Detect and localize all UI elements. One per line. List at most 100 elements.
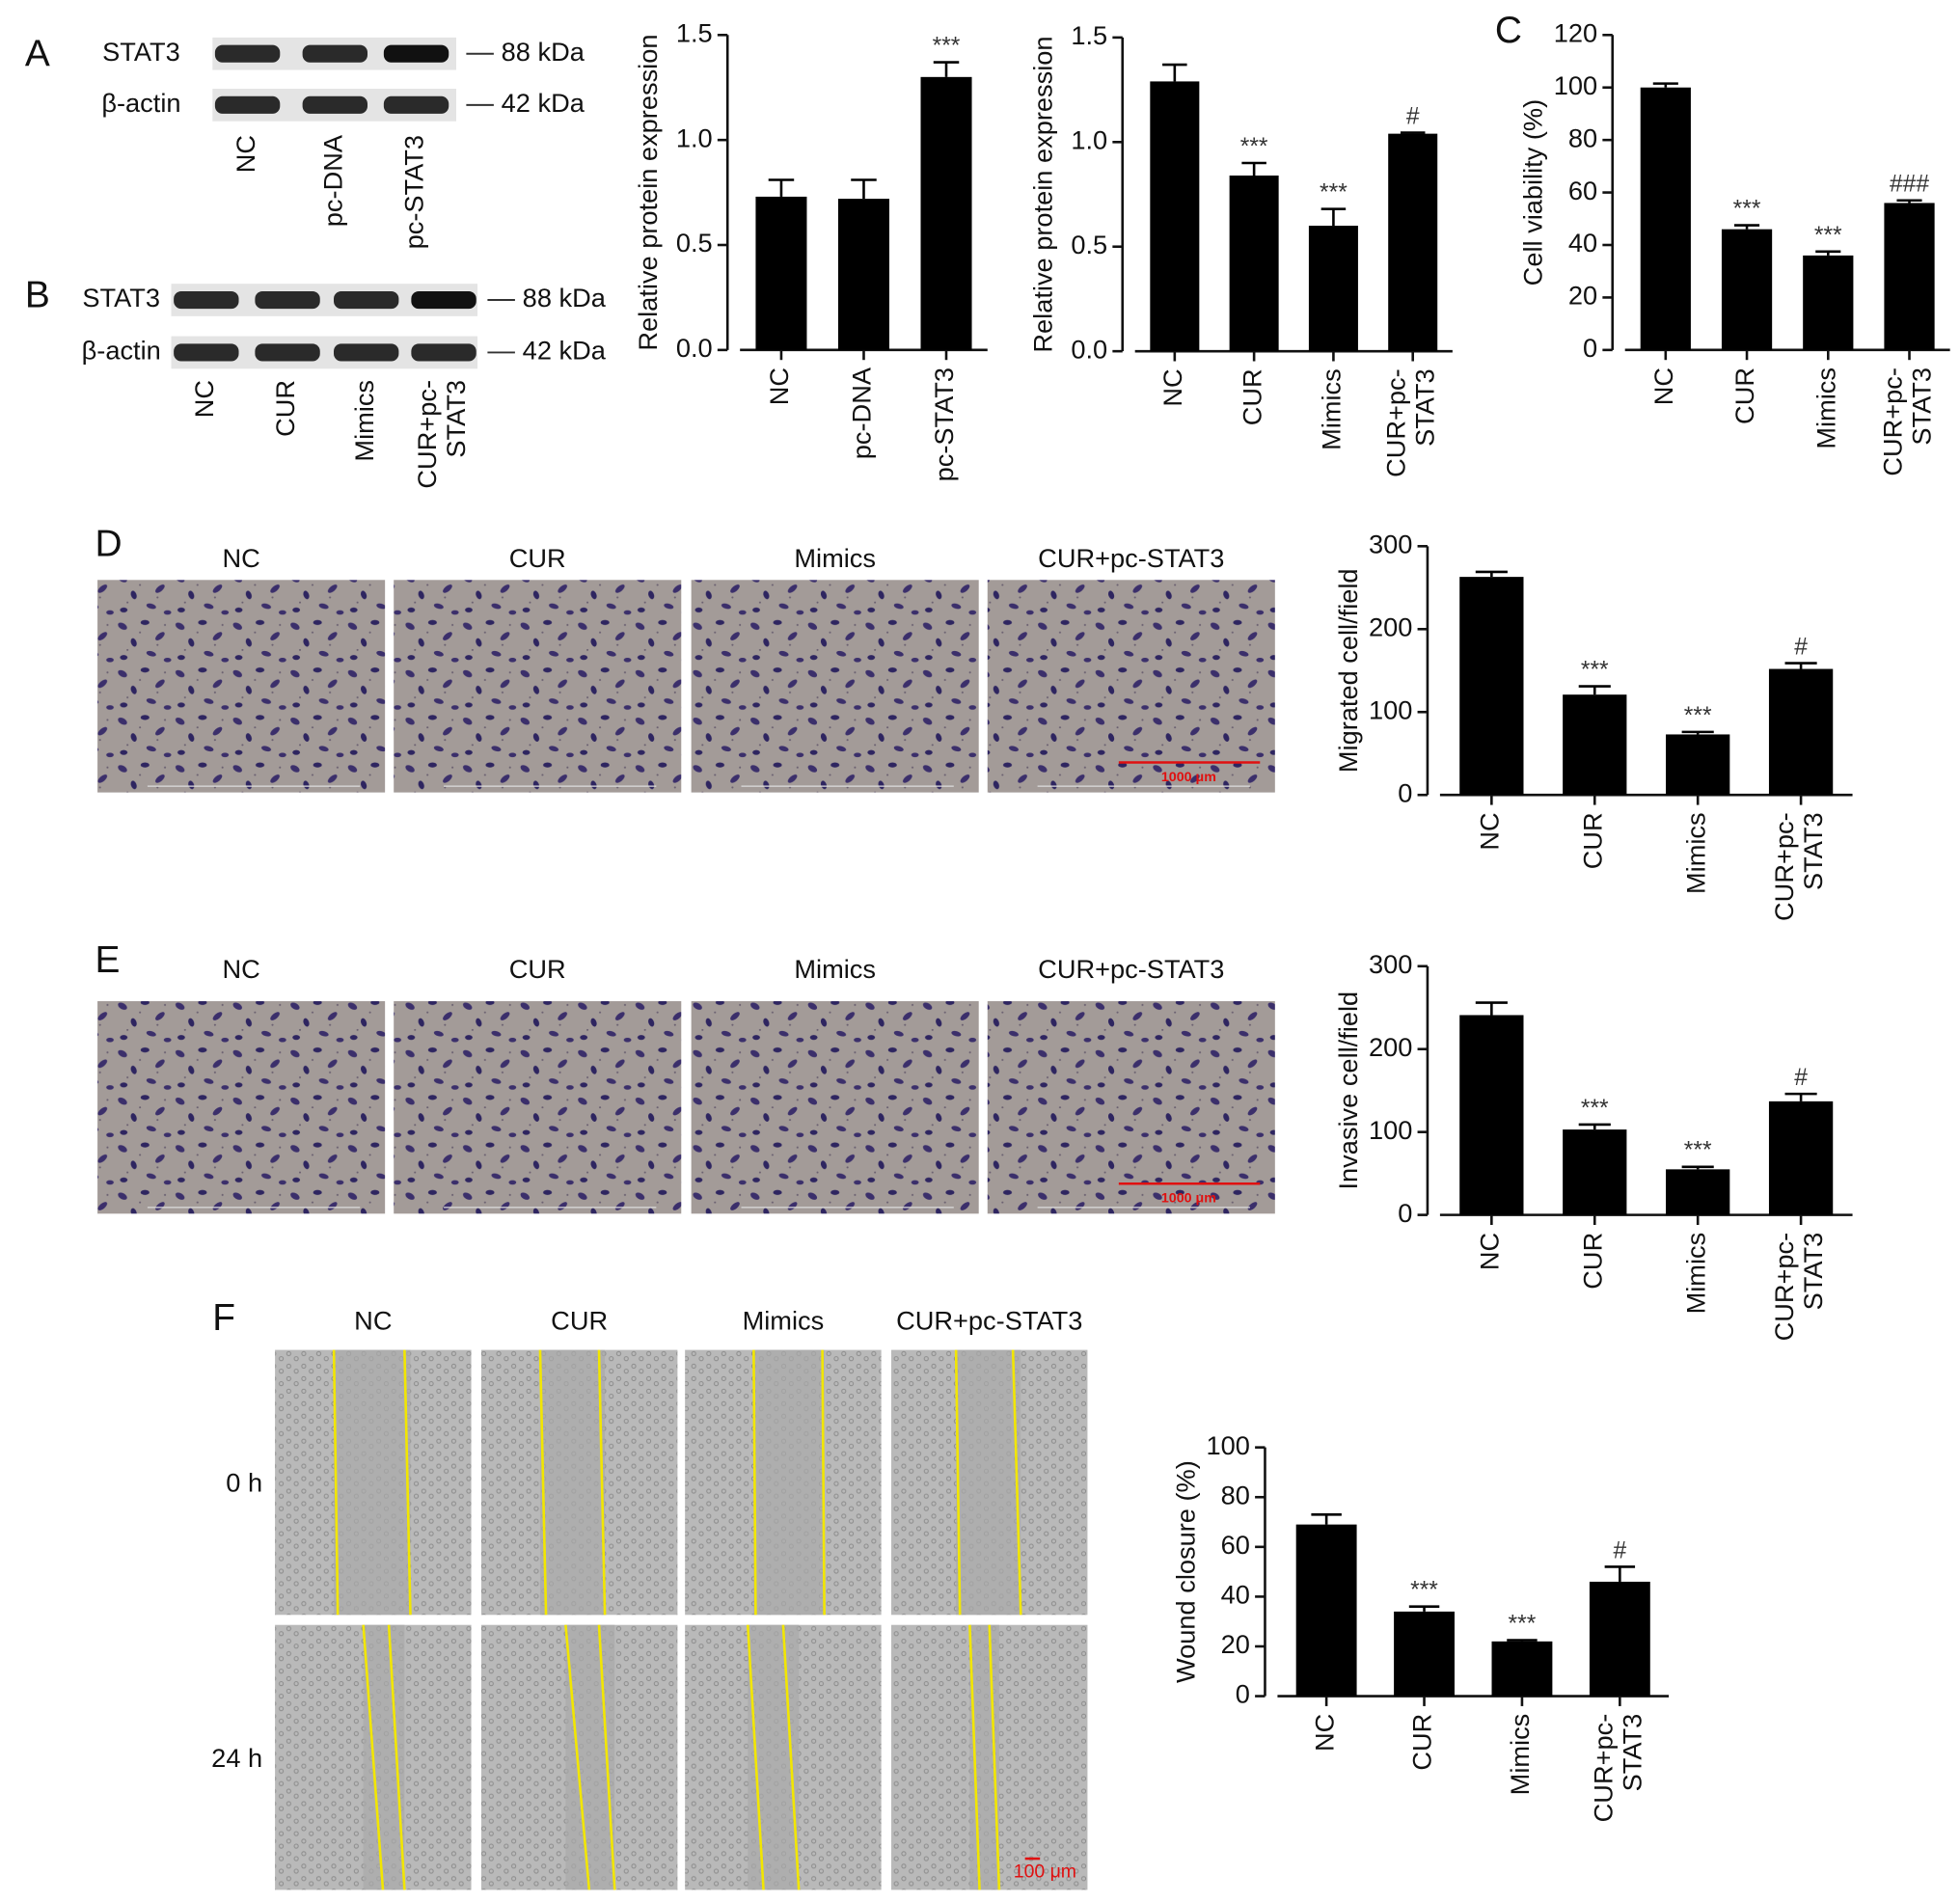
error-bar xyxy=(1681,730,1714,735)
blot-row-label: STAT3 xyxy=(102,37,180,67)
lane-label: NC xyxy=(231,135,260,173)
wound-edge xyxy=(538,1349,548,1616)
blot-row-label: β-actin xyxy=(101,88,180,118)
y-tick-label: 60 xyxy=(1568,176,1597,205)
error-bar xyxy=(1408,1605,1440,1612)
x-tick-label: NC xyxy=(764,367,794,405)
bar xyxy=(1803,255,1854,350)
y-tick-label: 300 xyxy=(1369,530,1412,559)
wound-edge xyxy=(988,1624,1001,1890)
x-tick-label: NC xyxy=(1475,812,1505,850)
error-bar xyxy=(1320,207,1347,227)
column-label: CUR xyxy=(551,1305,608,1335)
wound-edge xyxy=(752,1349,757,1616)
column-label: Mimics xyxy=(794,543,876,573)
row-label: 24 h xyxy=(211,1743,262,1773)
column-label: Mimics xyxy=(743,1305,825,1335)
significance: # xyxy=(1406,103,1420,129)
y-tick-label: 100 xyxy=(1369,1115,1412,1145)
blot-row-label: β-actin xyxy=(82,336,161,366)
x-tick-label: CUR+pc-STAT3 xyxy=(1878,367,1937,476)
significance: # xyxy=(1614,1537,1627,1563)
bar xyxy=(1640,87,1691,350)
significance: *** xyxy=(1320,180,1348,206)
column-label: CUR+pc-STAT3 xyxy=(1038,954,1224,984)
y-axis-label: Migrated cell/field xyxy=(1333,568,1363,773)
y-tick-label: 300 xyxy=(1369,949,1412,979)
wound-edge xyxy=(564,1624,591,1890)
blot-band xyxy=(334,343,399,362)
x-tick-label: pc-STAT3 xyxy=(929,367,959,481)
blot-row-label: STAT3 xyxy=(82,283,160,312)
significance: *** xyxy=(1733,197,1761,223)
significance: *** xyxy=(1240,134,1268,160)
significance: *** xyxy=(1509,1611,1537,1637)
error-bar xyxy=(1652,82,1678,88)
wound-gap xyxy=(539,1349,606,1616)
y-tick-label: 1.5 xyxy=(676,17,713,47)
x-tick-label: Mimics xyxy=(1680,812,1710,894)
significance: # xyxy=(1794,634,1808,660)
y-axis-label: Cell viability (%) xyxy=(1518,99,1548,285)
y-tick-label: 80 xyxy=(1568,122,1597,152)
y-tick-label: 60 xyxy=(1221,1530,1250,1560)
error-bar xyxy=(1507,1639,1538,1642)
bar xyxy=(1721,229,1773,350)
significance: *** xyxy=(933,34,961,60)
bar xyxy=(1150,81,1200,352)
y-tick-label: 1.5 xyxy=(1071,20,1107,50)
error-bar xyxy=(851,178,877,200)
x-tick-label: CUR xyxy=(1237,368,1266,425)
y-axis-label: Relative protein expression xyxy=(1028,36,1058,352)
bar xyxy=(1308,226,1358,352)
bar xyxy=(1459,1015,1524,1215)
blot-band xyxy=(214,95,281,114)
panel-label: A xyxy=(25,34,50,75)
error-bar xyxy=(1475,1001,1508,1016)
y-tick-label: 0 xyxy=(1398,1198,1412,1228)
wound-edge xyxy=(332,1349,340,1616)
blot-band xyxy=(255,343,320,362)
column-label: NC xyxy=(222,543,259,573)
blot-band xyxy=(214,44,281,63)
x-tick-label: CUR xyxy=(1577,1233,1607,1290)
y-tick-label: 100 xyxy=(1369,694,1412,724)
x-tick-label: CUR xyxy=(1407,1714,1437,1771)
y-tick-label: 0 xyxy=(1583,333,1597,363)
column-label: CUR+pc-STAT3 xyxy=(1038,543,1224,573)
lane-label: pc-DNA xyxy=(317,134,347,227)
blot-band xyxy=(383,95,449,114)
error-bar xyxy=(1815,250,1841,256)
y-tick-label: 0 xyxy=(1398,777,1412,807)
panel-label: E xyxy=(95,939,120,981)
x-tick-label: NC xyxy=(1648,367,1678,405)
x-tick-label: CUR+pc-STAT3 xyxy=(1589,1714,1647,1823)
y-tick-label: 20 xyxy=(1221,1629,1250,1659)
bar xyxy=(1563,694,1627,796)
blot-size-label: 88 kDa xyxy=(502,37,585,67)
error-bar xyxy=(1162,63,1187,82)
y-axis-label: Invasive cell/field xyxy=(1333,992,1363,1190)
significance: *** xyxy=(1581,658,1609,684)
error-bar xyxy=(1241,161,1266,176)
blot-size-label: 42 kDa xyxy=(523,336,607,366)
wound-gap xyxy=(956,1349,1021,1616)
significance: *** xyxy=(1581,1096,1609,1122)
micrograph xyxy=(987,1001,1275,1214)
bar xyxy=(920,76,972,350)
y-tick-label: 0.0 xyxy=(676,333,713,363)
x-tick-label: CUR+pc-STAT3 xyxy=(1381,368,1440,477)
lane-label: Mimics xyxy=(349,380,379,462)
error-bar xyxy=(768,178,795,197)
significance: ### xyxy=(1890,172,1929,198)
column-label: CUR+pc-STAT3 xyxy=(896,1305,1082,1335)
significance: *** xyxy=(1684,703,1712,729)
y-tick-label: 200 xyxy=(1369,1032,1412,1062)
lane-label: NC xyxy=(189,380,219,418)
error-bar xyxy=(1578,1123,1611,1130)
blot-band xyxy=(174,290,239,310)
wound-gap xyxy=(753,1349,825,1616)
error-bar xyxy=(1733,224,1760,230)
